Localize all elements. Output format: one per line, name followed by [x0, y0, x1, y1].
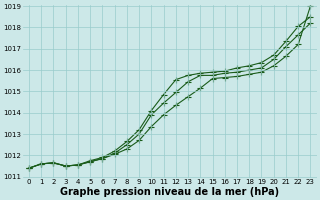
X-axis label: Graphe pression niveau de la mer (hPa): Graphe pression niveau de la mer (hPa)	[60, 187, 279, 197]
